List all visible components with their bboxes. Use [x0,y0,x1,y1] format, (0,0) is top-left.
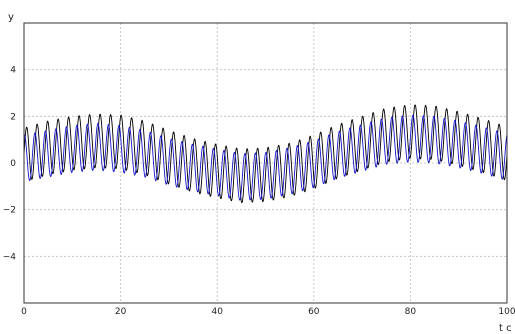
tick-labels: 0 20 40 60 80 100 −4 −2 0 2 4 [3,66,515,317]
grid [24,23,507,303]
y-axis-label: y [8,12,14,23]
series-line-2 [23,114,508,201]
y-tick-label-0: −4 [3,252,17,262]
x-tick-label-20: 20 [115,307,127,317]
y-tick-label-4: 4 [10,66,16,76]
x-tick-label-100: 100 [498,307,515,317]
x-tick-label-80: 80 [405,307,417,317]
y-tick-label-3: 2 [10,112,16,122]
x-axis-label: t c [499,323,512,334]
x-tick-label-40: 40 [211,307,223,317]
y-tick-label-2: 0 [10,159,16,169]
plot-frame [23,22,508,304]
series-layer [23,104,508,204]
x-tick-label-0: 0 [21,307,27,317]
y-tick-label-1: −2 [3,206,16,216]
x-tick-label-60: 60 [308,307,320,317]
